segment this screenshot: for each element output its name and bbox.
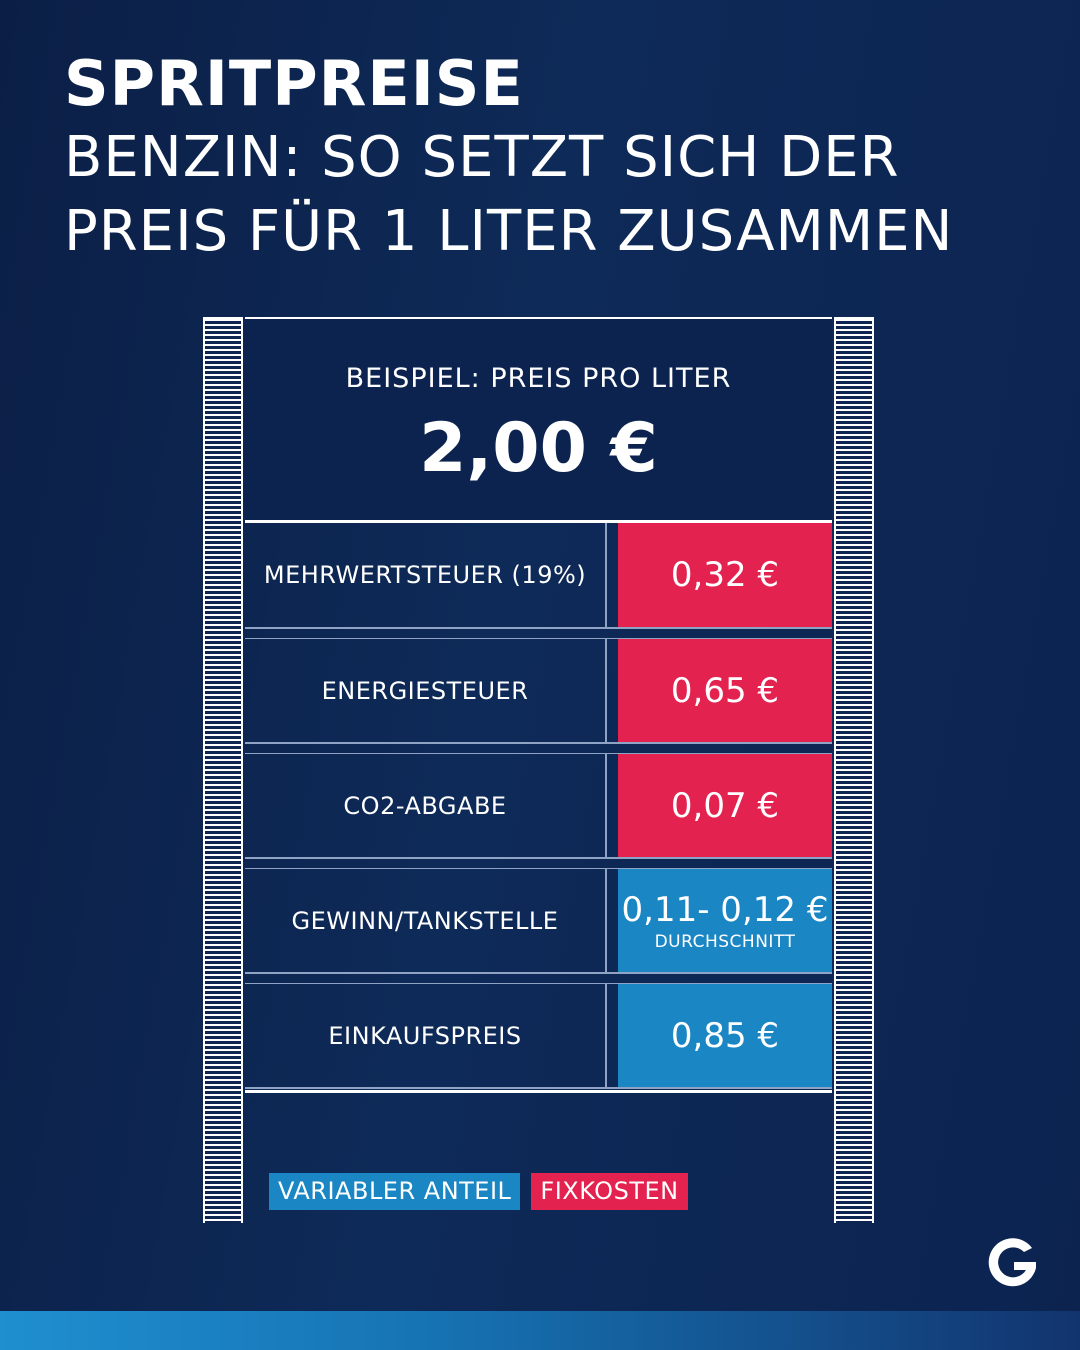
price-display-label: BEISPIEL: PREIS PRO LITER [345, 363, 732, 394]
pump-right-rail [834, 317, 874, 1223]
breakdown-note: DURCHSCHNITT [654, 931, 796, 952]
fuel-pump-graphic: BEISPIEL: PREIS PRO LITER 2,00 € MEHRWER… [203, 317, 878, 1223]
pump-bottom-divider [245, 1090, 832, 1093]
page-subtitle-line-1: BENZIN: SO SETZT SICH DER [64, 125, 900, 190]
breakdown-row-einkaufspreis: EINKAUFSPREIS 0,85 € [245, 983, 832, 1089]
breakdown-amount: 0,32 € [670, 555, 780, 595]
breakdown-label: MEHRWERTSTEUER (19%) [245, 523, 607, 627]
price-display: BEISPIEL: PREIS PRO LITER 2,00 € [245, 317, 832, 523]
breakdown-value: 0,32 € [618, 523, 832, 627]
breakdown-row-energiesteuer: ENERGIESTEUER 0,65 € [245, 638, 832, 744]
breakdown-row-mehrwertsteuer: MEHRWERTSTEUER (19%) 0,32 € [245, 523, 832, 629]
breakdown-row-co2-abgabe: CO2-ABGABE 0,07 € [245, 753, 832, 859]
breakdown-value: 0,11- 0,12 € DURCHSCHNITT [618, 869, 832, 972]
footer-bar [0, 1311, 1080, 1350]
breakdown-row-gewinn-tankstelle: GEWINN/TANKSTELLE 0,11- 0,12 € DURCHSCHN… [245, 868, 832, 974]
legend-variable: VARIABLER ANTEIL [269, 1173, 521, 1210]
breakdown-amount: 0,85 € [670, 1015, 780, 1056]
legend-fixed: FIXKOSTEN [531, 1173, 688, 1210]
page-subtitle-line-2: PREIS FÜR 1 LITER ZUSAMMEN [64, 199, 954, 264]
page-title: SPRITPREISE [64, 47, 524, 120]
breakdown-amount: 0,07 € [670, 785, 780, 826]
breakdown-amount: 0,11- 0,12 € [621, 889, 829, 930]
breakdown-value: 0,65 € [618, 639, 832, 742]
legend: VARIABLER ANTEIL FIXKOSTEN [269, 1173, 688, 1210]
breakdown-value: 0,85 € [618, 984, 832, 1087]
breakdown-label: EINKAUFSPREIS [245, 984, 607, 1087]
breakdown-value: 0,07 € [618, 754, 832, 857]
price-breakdown: MEHRWERTSTEUER (19%) 0,32 € ENERGIESTEUE… [245, 523, 832, 1098]
header: SPRITPREISE BENZIN: SO SETZT SICH DER PR… [64, 48, 953, 268]
breakdown-label: GEWINN/TANKSTELLE [245, 869, 607, 972]
breakdown-label: CO2-ABGABE [245, 754, 607, 857]
g-logo-icon [988, 1238, 1036, 1287]
pump-left-rail [203, 317, 243, 1223]
price-display-value: 2,00 € [419, 409, 658, 488]
breakdown-label: ENERGIESTEUER [245, 639, 607, 742]
breakdown-amount: 0,65 € [670, 670, 780, 711]
